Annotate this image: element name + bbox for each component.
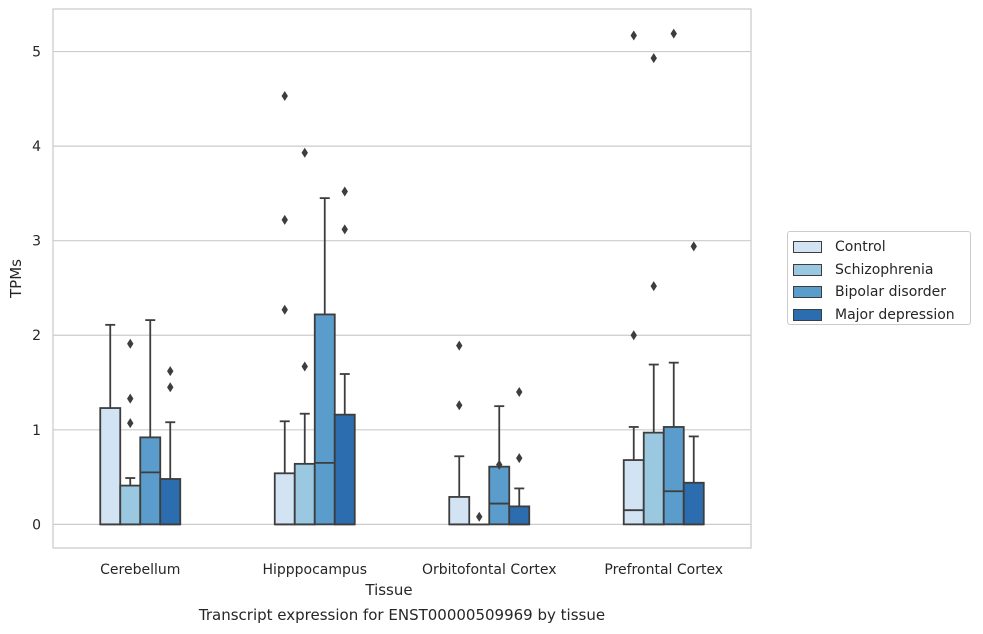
x-tick-label: Prefrontal Cortex <box>604 562 723 578</box>
legend-label: Major depression <box>835 306 955 323</box>
legend-label: Schizophrenia <box>835 261 934 278</box>
x-tick-label: Hipppocampus <box>262 562 367 578</box>
y-axis-label: TPMs <box>7 259 25 299</box>
outlier-point <box>281 304 288 315</box>
box <box>99 407 122 526</box>
outlier-point <box>167 382 174 393</box>
outlier-point <box>516 453 523 464</box>
box <box>642 431 665 526</box>
chart-caption: Transcript expression for ENST0000050996… <box>198 606 606 624</box>
outlier-point <box>127 418 134 429</box>
y-tick-label: 5 <box>32 45 41 61</box>
y-tick-label: 4 <box>32 139 41 155</box>
outlier-point <box>281 90 288 101</box>
y-tick-label: 2 <box>32 328 41 344</box>
outlier-point <box>456 340 463 351</box>
outlier-point <box>476 511 483 522</box>
box <box>119 484 142 526</box>
plot-frame <box>52 8 752 549</box>
outlier-point <box>167 366 174 377</box>
legend-swatch <box>793 241 822 254</box>
box <box>293 462 316 526</box>
y-tick-label: 1 <box>32 423 41 439</box>
box <box>273 472 296 526</box>
legend-swatch <box>793 263 822 276</box>
y-tick-label: 0 <box>32 517 41 533</box>
x-tick-label: Orbitofontal Cortex <box>422 562 557 578</box>
outlier-point <box>341 224 348 235</box>
outlier-point <box>127 338 134 349</box>
outlier-point <box>301 147 308 158</box>
legend-label: Control <box>835 239 886 256</box>
outlier-point <box>630 330 637 341</box>
box <box>508 505 531 526</box>
legend-item: Bipolar disorder <box>793 281 970 304</box>
outlier-point <box>690 241 697 252</box>
x-axis-label: Tissue <box>364 581 412 599</box>
legend-item: Control <box>793 236 970 259</box>
outlier-point <box>281 214 288 225</box>
y-tick-label: 3 <box>32 234 41 250</box>
box <box>682 481 705 526</box>
outlier-point <box>516 386 523 397</box>
box <box>488 465 511 526</box>
legend-item: Major depression <box>793 304 970 327</box>
legend-swatch <box>793 308 822 321</box>
box <box>159 478 182 526</box>
legend-label: Bipolar disorder <box>835 284 947 301</box>
outlier-point <box>301 361 308 372</box>
outlier-point <box>670 28 677 39</box>
box <box>662 426 685 526</box>
box <box>333 413 356 526</box>
legend-swatch <box>793 286 822 299</box>
outlier-point <box>127 393 134 404</box>
box <box>139 436 162 526</box>
x-tick-label: Cerebellum <box>100 562 180 578</box>
chart-legend: Control Schizophrenia Bipolar disorder Majo… <box>787 231 971 325</box>
outlier-point <box>650 281 657 292</box>
outlier-point <box>496 459 503 470</box>
legend-item: Schizophrenia <box>793 259 970 282</box>
outlier-point <box>456 400 463 411</box>
box <box>313 313 336 526</box>
outlier-point <box>650 53 657 64</box>
box <box>622 459 645 526</box>
box <box>448 496 471 526</box>
outlier-point <box>341 186 348 197</box>
outlier-point <box>630 30 637 41</box>
